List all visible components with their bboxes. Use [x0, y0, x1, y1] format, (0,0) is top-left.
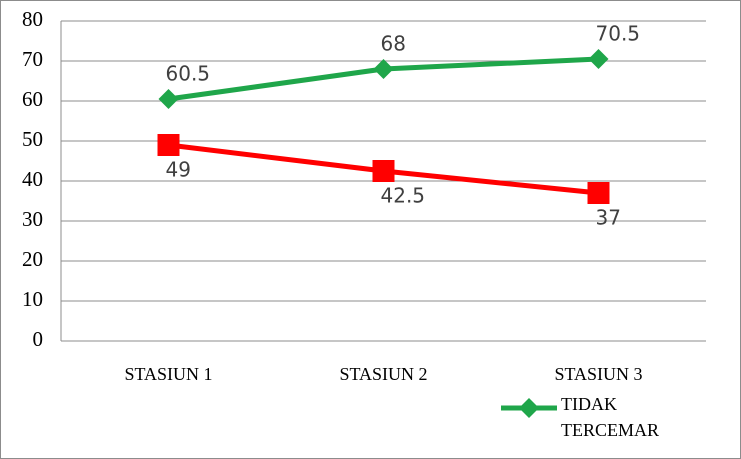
data-label: 68	[381, 32, 406, 56]
data-point	[158, 89, 179, 109]
x-tick-label: STASIUN 2	[339, 364, 427, 384]
data-label: 49	[166, 158, 191, 182]
y-tick-label: 60	[22, 87, 43, 111]
y-tick-label: 10	[22, 287, 43, 311]
legend-label: TIDAK TERCEMAR	[561, 394, 660, 440]
data-point	[587, 182, 610, 204]
x-tick-label: STASIUN 3	[554, 364, 642, 384]
y-tick-label: 40	[22, 167, 43, 191]
data-point	[373, 59, 394, 79]
data-point	[372, 160, 395, 182]
data-label: 42.5	[381, 184, 426, 208]
legend-marker	[519, 398, 539, 418]
y-tick-label: 0	[33, 327, 44, 351]
data-label: 37	[596, 206, 621, 230]
data-label: 60.5	[166, 62, 211, 86]
data-label: 70.5	[596, 22, 641, 46]
x-tick-label: STASIUN 1	[124, 364, 212, 384]
data-point	[588, 49, 609, 69]
data-point	[157, 134, 180, 156]
y-tick-label: 50	[22, 127, 43, 151]
y-tick-label: 70	[22, 47, 43, 71]
y-tick-label: 20	[22, 247, 43, 271]
y-tick-label: 30	[22, 207, 43, 231]
y-tick-label: 80	[22, 7, 43, 31]
